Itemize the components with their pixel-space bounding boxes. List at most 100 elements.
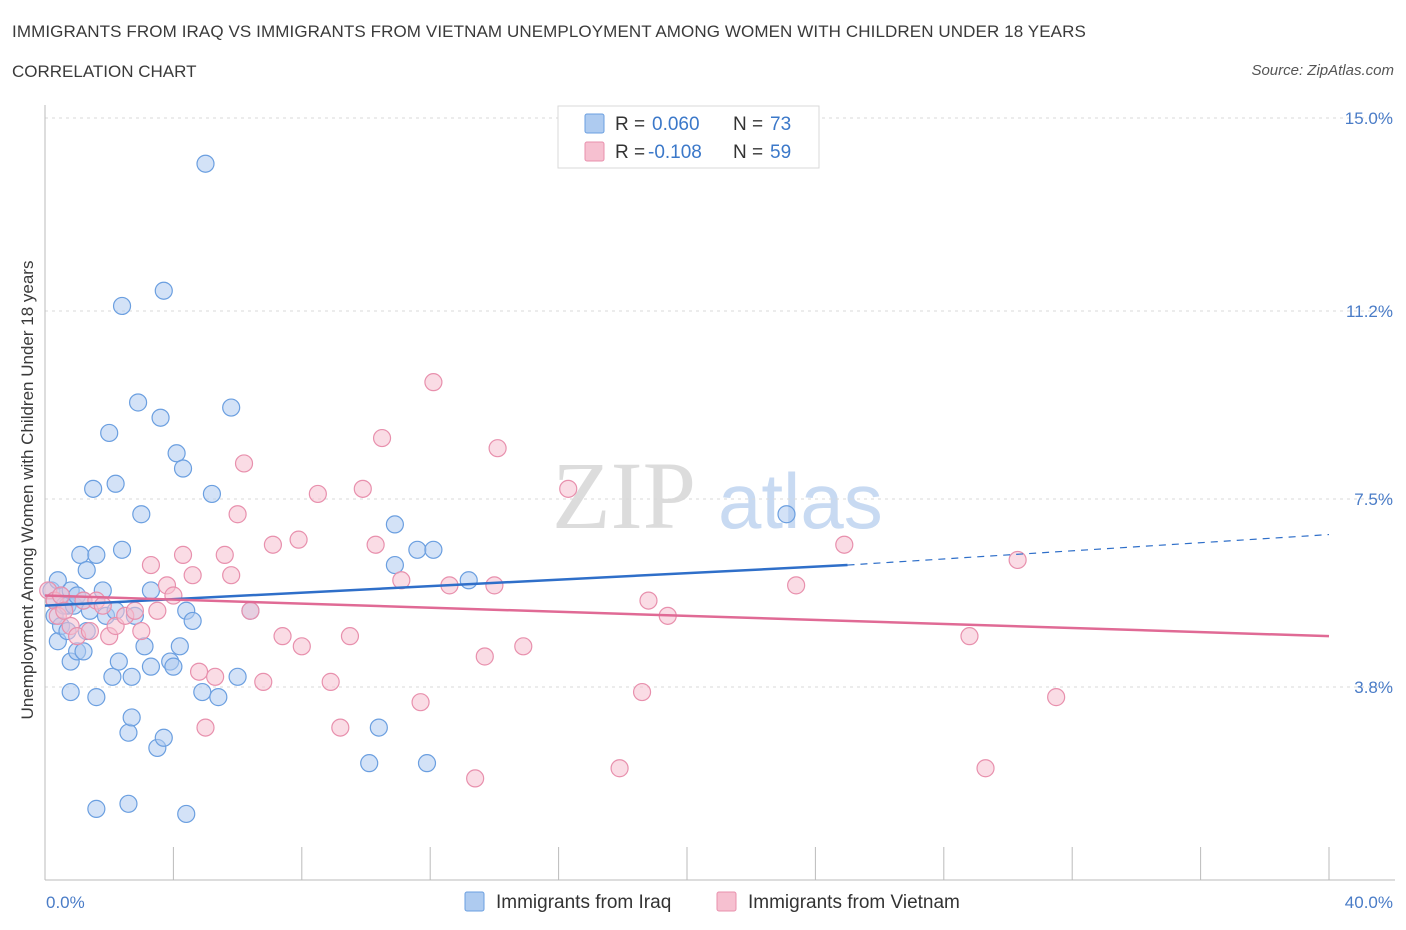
point-iraq <box>87 688 106 707</box>
bottom-legend-swatch-vietnam <box>716 891 737 912</box>
point-vietnam <box>353 479 372 498</box>
legend-swatch-vietnam <box>584 141 605 162</box>
point-iraq <box>424 540 443 559</box>
point-vietnam <box>610 759 629 778</box>
legend-vietnam-n-label: N = <box>733 142 763 163</box>
y-axis-label: Unemployment Among Women with Children U… <box>18 261 37 720</box>
point-vietnam <box>340 627 360 646</box>
legend-vietnam-r-value: -0.108 <box>648 142 702 163</box>
point-vietnam <box>321 672 340 691</box>
point-iraq <box>119 794 138 813</box>
point-iraq <box>202 484 222 504</box>
legend-iraq-r-value: 0.060 <box>652 114 700 135</box>
y-tick-label: 7.5% <box>1354 490 1393 509</box>
point-vietnam <box>93 596 112 615</box>
x-tick-min: 0.0% <box>46 893 85 912</box>
point-iraq <box>109 652 128 671</box>
point-iraq <box>132 505 151 524</box>
point-iraq <box>777 505 796 524</box>
point-vietnam <box>254 672 273 691</box>
point-iraq <box>141 657 161 676</box>
point-vietnam <box>234 454 254 473</box>
bottom-legend: Immigrants from Iraq Immigrants from Vie… <box>464 891 960 913</box>
source-label: Source: ZipAtlas.com <box>1251 62 1394 79</box>
watermark-atlas: atlas <box>718 457 883 545</box>
x-tick-max: 40.0% <box>1345 893 1393 912</box>
point-vietnam <box>308 484 327 504</box>
point-iraq <box>141 581 161 600</box>
point-iraq <box>177 804 196 824</box>
bottom-legend-swatch-iraq <box>464 891 485 912</box>
point-iraq <box>154 281 173 300</box>
point-iraq <box>128 393 148 412</box>
point-iraq <box>385 555 404 575</box>
point-vietnam <box>183 566 202 585</box>
point-iraq <box>112 540 132 559</box>
point-iraq <box>360 754 379 773</box>
point-iraq <box>87 799 106 818</box>
point-iraq <box>209 688 228 707</box>
point-vietnam <box>289 530 308 549</box>
legend-iraq-n-value: 73 <box>770 114 791 135</box>
point-vietnam <box>80 621 100 641</box>
chart-title: IMMIGRANTS FROM IRAQ VS IMMIGRANTS FROM … <box>12 22 1086 41</box>
point-iraq <box>222 398 241 417</box>
point-vietnam <box>206 667 225 686</box>
point-iraq <box>167 444 186 463</box>
trend-lines <box>44 533 1330 638</box>
point-iraq <box>103 667 122 686</box>
point-iraq <box>183 611 202 631</box>
point-iraq <box>135 637 154 656</box>
point-iraq <box>228 667 247 686</box>
point-iraq <box>106 474 125 493</box>
legend-vietnam-r-label: R = <box>615 142 645 163</box>
point-iraq <box>164 657 183 676</box>
point-iraq <box>196 154 215 173</box>
point-vietnam <box>366 535 385 554</box>
point-iraq <box>369 718 388 737</box>
legend-iraq-n-label: N = <box>733 114 763 135</box>
point-iraq <box>61 682 80 702</box>
point-iraq <box>154 728 173 747</box>
point-iraq <box>122 708 141 727</box>
legend-vietnam-n-value: 59 <box>770 142 791 163</box>
top-legend: R = 0.060 N = 73 R = -0.108 N = 59 <box>557 105 820 169</box>
point-vietnam <box>241 601 260 620</box>
point-vietnam <box>189 662 209 681</box>
point-iraq <box>417 754 437 773</box>
point-vietnam <box>173 545 193 564</box>
point-vietnam <box>292 637 311 656</box>
watermark-zip: ZIP <box>552 442 696 549</box>
point-vietnam <box>196 718 215 737</box>
y-tick-label: 3.8% <box>1354 678 1393 697</box>
point-iraq <box>87 545 106 564</box>
point-vietnam <box>164 586 183 605</box>
point-vietnam <box>1008 550 1027 570</box>
point-vietnam <box>485 576 504 595</box>
point-iraq <box>77 561 96 580</box>
point-vietnam <box>148 601 167 620</box>
point-iraq <box>170 637 189 656</box>
point-vietnam <box>132 621 151 641</box>
bottom-legend-vietnam: Immigrants from Vietnam <box>748 892 960 913</box>
legend-swatch-iraq <box>584 113 605 134</box>
bottom-legend-iraq: Immigrants from Iraq <box>496 892 671 913</box>
point-vietnam <box>639 591 658 610</box>
point-vietnam <box>125 601 144 620</box>
point-iraq <box>173 459 193 478</box>
point-vietnam <box>263 535 283 554</box>
point-iraq <box>119 723 138 742</box>
point-vietnam <box>273 627 292 646</box>
axes: 15.0% 11.2% 7.5% 3.8% <box>44 105 1395 881</box>
point-vietnam <box>976 759 995 778</box>
point-iraq <box>459 571 478 590</box>
point-iraq <box>193 682 212 702</box>
point-vietnam <box>228 505 247 524</box>
point-vietnam <box>514 637 533 656</box>
point-iraq <box>151 408 170 427</box>
point-iraq <box>408 540 427 559</box>
point-vietnam <box>424 373 443 392</box>
point-vietnam <box>488 439 507 458</box>
point-vietnam <box>835 535 854 554</box>
